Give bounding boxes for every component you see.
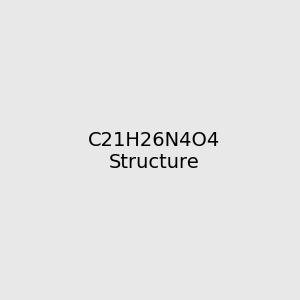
Text: C21H26N4O4
Structure: C21H26N4O4 Structure [88,131,220,172]
